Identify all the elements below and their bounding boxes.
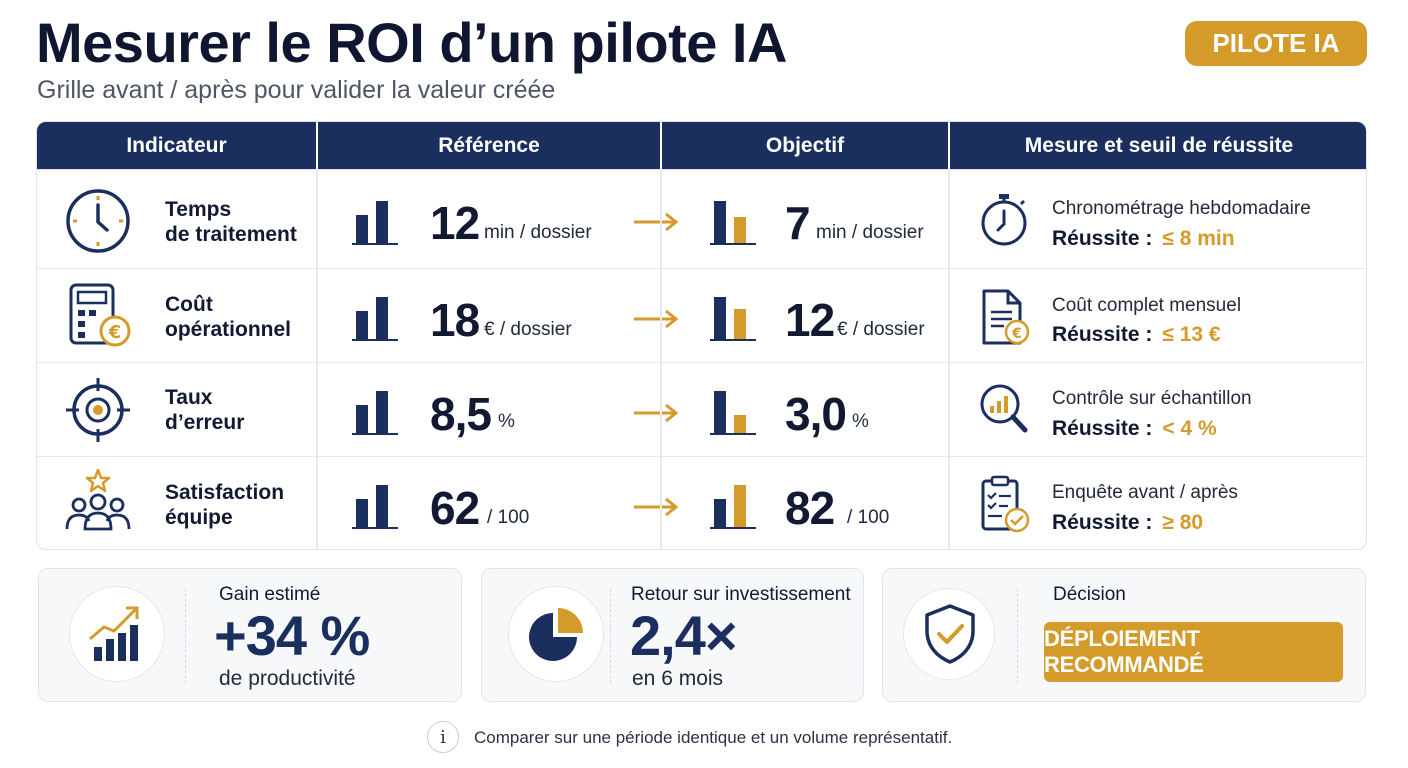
calculator-euro-icon: € [69,283,131,347]
reference-bars-icon [352,485,398,529]
success-threshold: Réussite : < 4 % [1052,417,1217,440]
col-header-measure: Mesure et seuil de réussite [1024,133,1294,157]
reference-bars-icon [352,297,398,341]
indicator-label: Temps de traitement [165,198,297,246]
svg-text:€: € [108,322,122,343]
kpi-label: Gain estimé [219,584,321,605]
column-divider [316,169,318,549]
card-divider [610,589,611,683]
objective-unit: / 100 [847,507,890,528]
objective-value: 7 [785,197,811,249]
reference-value: 8,5 [430,388,492,440]
header-divider [948,122,950,169]
table-row: Satisfaction équipe 62 / 100 82 / 100 [37,456,1366,549]
reference-bars-icon [352,391,398,435]
reference-unit: / 100 [487,507,530,528]
column-divider [948,169,950,549]
objective-bars-icon [710,391,756,435]
reference-unit: € / dossier [484,319,572,340]
stopwatch-icon [981,194,1027,246]
kpi-sub: en 6 mois [632,667,724,690]
clock-icon [66,189,130,253]
column-divider [660,169,662,549]
card-divider [185,589,186,683]
kpi-value: 2,4× [630,604,738,667]
reference-unit: % [498,411,515,432]
objective-bars-icon [710,485,756,529]
kpi-icon-circle [508,586,604,682]
kpi-icon-circle [903,588,995,680]
table-header: Indicateur Référence Objectif Mesure et … [37,122,1366,169]
reference-value: 62 [430,482,480,534]
arrow-right-icon [634,309,679,329]
success-threshold: Réussite : ≥ 80 [1052,511,1204,534]
deployment-recommended-button[interactable]: DÉPLOIEMENT RECOMMANDÉ [1044,622,1343,682]
col-header-indicator: Indicateur [126,133,227,157]
document-euro-icon: € [982,289,1030,345]
kpi-sub: de productivité [219,667,356,690]
measure-method: Contrôle sur échantillon [1052,388,1252,409]
footer-note: Comparer sur une période identique et un… [474,728,953,747]
kpi-card-roi: Retour sur investissement 2,4× en 6 mois [481,568,864,702]
pilot-badge: PILOTE IA [1185,21,1367,66]
magnifier-chart-icon [980,384,1028,433]
card-divider [1017,589,1018,683]
arrow-right-icon [634,212,679,232]
indicator-label: Coût opérationnel [165,293,292,341]
arrow-right-icon [634,497,679,517]
table-row: Taux d’erreur 8,5 % 3,0 % Contrôle sur éc… [37,362,1366,456]
table-row: € Coût opérationnel 18 € / dossier 12 € /… [37,268,1366,362]
objective-bars-icon [710,297,756,341]
svg-text:€: € [1011,326,1022,342]
measure-cell: Contrôle sur échantillon Réussite : < 4 % [948,363,1366,456]
pie-chart-icon [529,608,583,661]
target-icon [66,378,130,442]
kpi-card-decision: Décision DÉPLOIEMENT RECOMMANDÉ [882,568,1366,702]
measure-cell: € Coût complet mensuel Réussite : ≤ 13 € [948,269,1366,362]
measure-method: Enquête avant / après [1052,482,1238,503]
reference-value: 18 [430,294,480,346]
team-star-icon [65,469,131,531]
kpi-icon-circle [69,586,165,682]
header-divider [316,122,318,169]
page-title: Mesurer le ROI d’un pilote IA [36,11,787,74]
objective-unit: min / dossier [816,222,924,243]
growth-chart-icon [89,606,139,661]
measure-method: Coût complet mensuel [1052,295,1242,316]
kpi-card-gain: Gain estimé +34 % de productivité [38,568,462,702]
objective-value: 3,0 [785,388,847,440]
roi-grid-table: Indicateur Référence Objectif Mesure et … [36,121,1367,550]
kpi-label: Retour sur investissement [631,584,851,605]
indicator-label: Taux d’erreur [165,386,245,434]
shield-check-icon [925,604,975,664]
col-header-reference: Référence [438,133,540,157]
table-row: Temps de traitement 12 min / dossier 7 mi… [37,169,1366,268]
page-subtitle: Grille avant / après pour valider la val… [37,76,556,104]
measure-cell: Chronométrage hebdomadaire Réussite : ≤ 8… [948,170,1366,268]
success-threshold: Réussite : ≤ 8 min [1052,227,1235,250]
objective-unit: € / dossier [837,319,925,340]
kpi-value: +34 % [214,604,370,667]
measure-cell: Enquête avant / après Réussite : ≥ 80 [948,457,1366,549]
clipboard-check-icon [981,475,1030,533]
col-header-objective: Objectif [765,133,845,157]
reference-unit: min / dossier [484,222,592,243]
success-threshold: Réussite : ≤ 13 € [1052,323,1221,346]
objective-value: 82 [785,482,835,534]
objective-bars-icon [710,201,756,245]
arrow-right-icon [634,403,679,423]
header-divider [660,122,662,169]
objective-unit: % [852,411,869,432]
kpi-label: Décision [1053,584,1126,605]
info-icon: i [427,721,459,753]
measure-method: Chronométrage hebdomadaire [1052,198,1311,219]
objective-value: 12 [785,294,835,346]
indicator-label: Satisfaction équipe [165,481,285,529]
reference-value: 12 [430,197,480,249]
reference-bars-icon [352,201,398,245]
